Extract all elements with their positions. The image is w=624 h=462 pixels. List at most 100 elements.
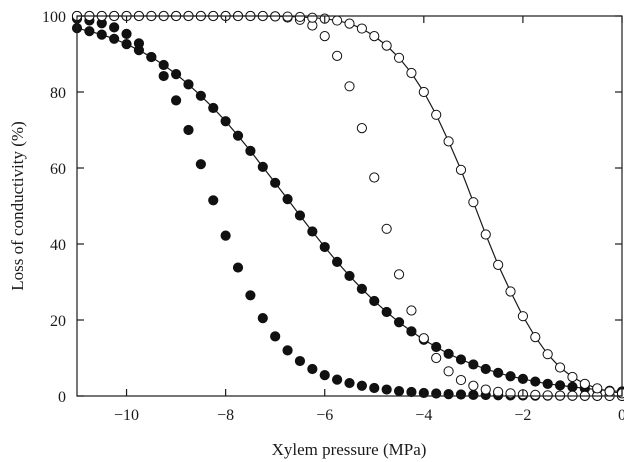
series-3-point [418,333,429,344]
series-4-point [294,11,306,23]
y-tick-label: 80 [50,85,66,102]
series-3-point [493,386,504,397]
series-1-point [356,380,367,391]
series-3-point [480,384,491,395]
series-1-point [270,331,281,342]
series-2-point [133,45,145,56]
series-3-point [455,374,467,386]
series-4-point [517,311,529,322]
series-2-point [332,256,343,267]
series-1-point [220,230,231,241]
series-1-point [332,374,343,385]
series-4-point [579,378,590,389]
series-3-point [344,81,355,92]
series-2-point [381,306,392,318]
series-2-point [406,326,417,337]
series-2-point [121,39,132,50]
series-4-point [393,52,405,63]
series-3-point [530,389,541,400]
series-1-point [109,22,120,33]
series-1-point [245,290,256,301]
series-2-point [455,354,467,365]
x-tick-label: 0 [618,407,624,424]
series-3-point [319,31,330,42]
series-3-point [369,172,380,183]
series-2-point [208,102,219,114]
x-axis-label: Xylem pressure (MPa) [272,440,427,459]
series-1-point [208,195,219,206]
series-2-point [567,381,578,392]
series-2-point [232,130,244,141]
series-4-point [468,197,479,208]
series-2-point [307,226,318,237]
y-tick-label: 20 [50,313,66,330]
series-2-point [170,69,182,80]
series-1-point [257,313,268,324]
series-3-point [443,366,454,377]
series-2-point [270,177,281,188]
series-4-point [493,259,504,270]
series-3-point [332,50,343,62]
series-2-point [344,270,355,282]
series-2-point [493,367,504,378]
plot-frame [76,15,623,397]
series-2-point [245,145,256,156]
series-4-point [381,40,392,51]
series-3-point [542,390,553,401]
series-4-point [530,332,541,343]
series-4-point [356,23,367,34]
series-1-point [455,389,467,400]
series-1-point [282,345,293,356]
series-2-point [282,194,293,205]
series-2-point [554,380,566,391]
series-2-point [517,373,529,384]
series-1-point [195,159,206,170]
series-2-point [530,376,541,387]
series-1-point [170,95,182,106]
series-1-point [406,386,417,398]
series-4-point [344,18,355,29]
series-2-point [319,241,330,253]
x-tick-label: −8 [217,407,234,424]
series-1-point [443,389,454,400]
series-3-point [468,380,479,391]
series-2-point [431,341,442,353]
series-2-point [356,283,367,294]
series-2-point [393,317,405,328]
series-1-point [319,370,330,381]
series-4-point [542,349,553,360]
y-axis-label: Loss of conductivity (%) [8,121,27,291]
series-4-point [604,386,615,397]
x-tick-label: −2 [514,407,531,424]
series-4-point [307,12,318,23]
series-1-point [294,355,306,367]
series-4-point [332,15,343,26]
series-1-point [369,382,380,394]
series-2-point [468,359,479,370]
series-4-point [592,383,603,394]
x-tick-label: −10 [114,407,139,424]
series-1-point [344,377,355,389]
series-1-point [307,363,318,375]
series-3-point [406,305,417,316]
series-4-point [480,229,491,240]
series-4-point [406,67,417,79]
series-2-point [257,161,268,172]
series-4-point [505,286,516,297]
series-2-point [294,210,306,221]
series-2-point [443,348,454,359]
series-2-point [480,363,491,375]
series-2-point [84,26,95,37]
tick-labels-layer: −10 −8 −6 −4 −2 0 0 20 40 60 80 100 [42,9,624,424]
series-1-point [468,389,479,400]
series-1-point [431,388,442,399]
series-4-point [443,136,454,147]
series-2-point [158,59,169,71]
series-3-point [393,269,405,280]
series-4-point [418,86,429,98]
y-tick-label: 100 [42,9,66,26]
y-tick-label: 0 [58,389,66,406]
y-tick-label: 40 [50,237,66,254]
series-2-point [183,79,194,90]
